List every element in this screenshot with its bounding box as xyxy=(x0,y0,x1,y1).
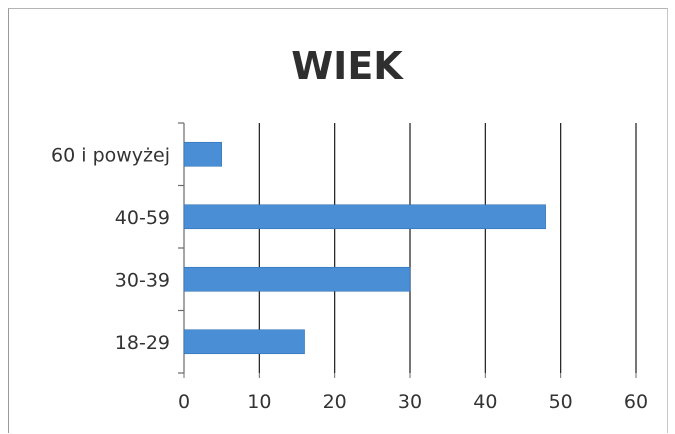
category-label: 18-29 xyxy=(115,332,170,354)
bar-chart: WIEK 0 10 20 30 40 50 60 60 i powyżej 40-59 30-3… xyxy=(51,44,648,413)
bar-30-39 xyxy=(183,266,411,292)
x-tick-labels: 0 10 20 30 40 50 60 xyxy=(178,391,648,413)
x-tick-label: 10 xyxy=(247,391,271,413)
bars xyxy=(183,141,546,355)
chart-frame: WIEK 0 10 20 30 40 50 60 60 i powyżej 40-59 30-3… xyxy=(8,8,668,433)
chart-title: WIEK xyxy=(291,44,404,88)
category-labels: 60 i powyżej 40-59 30-39 18-29 xyxy=(51,144,170,354)
category-label: 60 i powyżej xyxy=(51,144,170,166)
x-tick-label: 40 xyxy=(473,391,497,413)
bar-60-i-powyżej xyxy=(183,141,222,167)
x-tick-label: 50 xyxy=(549,391,573,413)
x-tick-label: 20 xyxy=(323,391,347,413)
x-tick-label: 60 xyxy=(624,391,648,413)
bar-40-59 xyxy=(183,204,546,230)
category-label: 40-59 xyxy=(115,207,170,229)
x-tick-label: 30 xyxy=(398,391,422,413)
bar-18-29 xyxy=(183,329,305,355)
gridlines xyxy=(258,123,637,373)
category-label: 30-39 xyxy=(115,269,170,291)
x-tick-label: 0 xyxy=(178,391,190,413)
